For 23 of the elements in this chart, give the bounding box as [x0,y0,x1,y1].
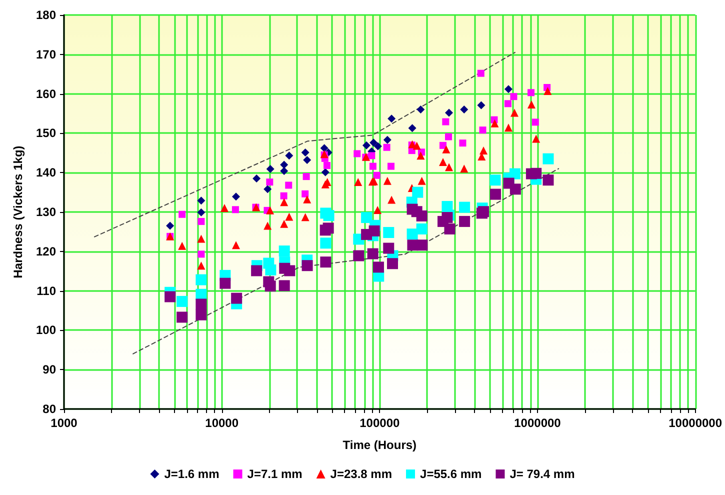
y-tick-label: 140 [36,166,56,180]
legend-label: J=1.6 mm [164,467,220,481]
y-tick-label: 150 [36,126,56,140]
legend-label: J=7.1 mm [247,467,302,481]
x-tick-label: 10000000 [668,416,722,430]
y-tick-label: 170 [36,47,56,62]
x-tick-label: 1000 [50,416,78,430]
legend-label: J=55.6 mm [420,467,482,481]
y-tick-label: 90 [42,362,56,377]
x-axis-title: Time (Hours) [342,438,417,452]
y-tick-label: 80 [42,402,56,416]
y-tick-label: 100 [36,323,56,338]
y-tick-label: 180 [36,8,56,22]
legend-label: J=23.8 mm [330,467,392,481]
x-tick-label: 10000 [205,416,239,430]
y-tick-label: 110 [36,284,56,298]
y-tick-label: 130 [36,205,56,219]
x-tick-label: 100000 [360,416,400,430]
y-axis-title: Hardness (Vickers 1kg) [11,146,25,278]
legend-label: J= 79.4 mm [510,467,575,481]
y-tick-label: 160 [36,86,56,101]
y-tick-label: 120 [36,244,56,258]
x-tick-label: 1000000 [514,416,562,430]
